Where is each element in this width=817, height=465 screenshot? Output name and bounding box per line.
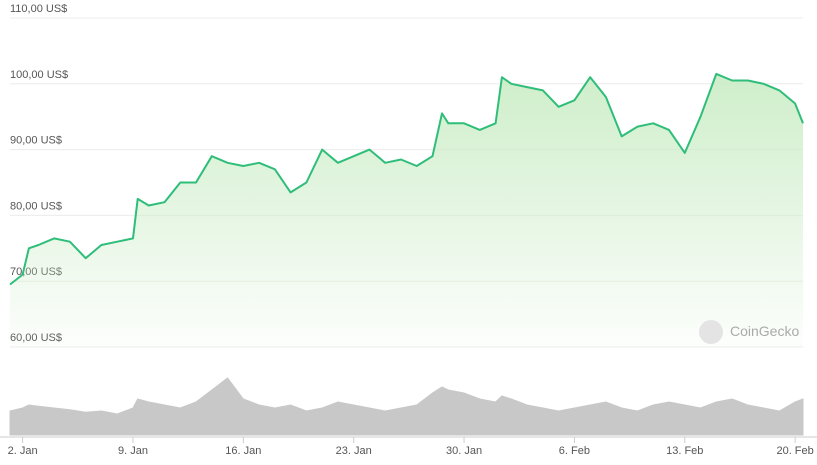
y-tick-label: 110,00 US$ <box>10 3 67 15</box>
x-tick-label: 6. Feb <box>559 445 590 457</box>
price-area <box>10 73 803 348</box>
price-line <box>9 72 804 286</box>
x-tick-label: 23. Jan <box>336 445 372 457</box>
y-tick-label: 100,00 US$ <box>10 69 68 81</box>
watermark-text: CoinGecko <box>730 323 799 339</box>
y-tick-label: 80,00 US$ <box>10 200 62 212</box>
x-tick-label: 20. Feb <box>776 445 813 457</box>
volume-area <box>9 377 804 436</box>
x-tick-label: 13. Feb <box>666 445 703 457</box>
x-tick-label: 30. Jan <box>446 445 482 457</box>
y-tick-label: 90,00 US$ <box>10 135 62 147</box>
x-tick-label: 16. Jan <box>225 445 261 457</box>
x-tick-label: 9. Jan <box>118 445 148 457</box>
x-tick-label: 2. Jan <box>8 445 38 457</box>
watermark: CoinGecko <box>699 320 799 344</box>
